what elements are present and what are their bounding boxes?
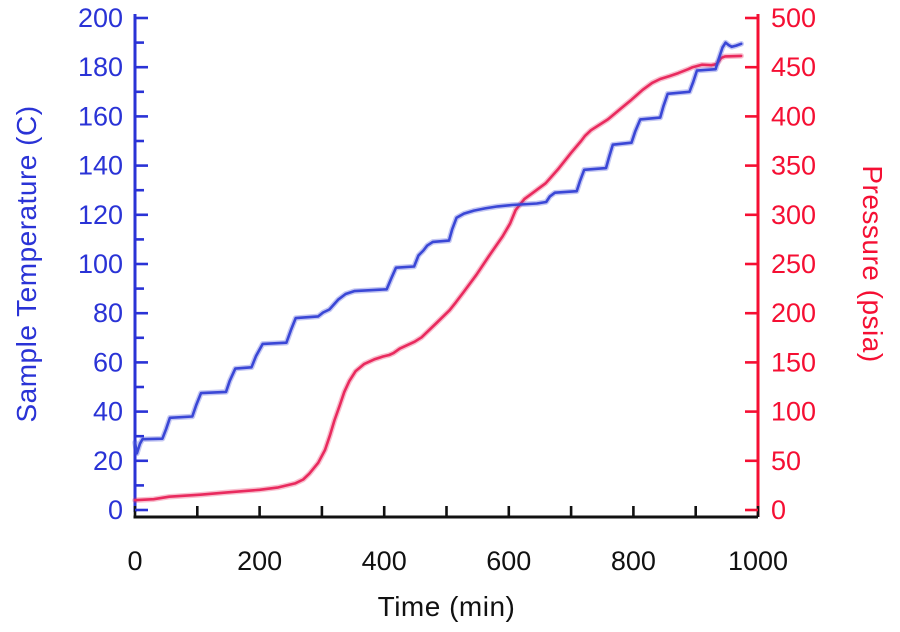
- right-y-tick-label: 0: [771, 495, 786, 525]
- x-tick-label: 0: [127, 546, 142, 576]
- x-tick-label: 600: [486, 546, 531, 576]
- sample-temperature-curve: [133, 41, 743, 455]
- left-axis-title: Sample Temperature (C): [11, 105, 42, 423]
- left-y-tick-label: 40: [93, 397, 123, 427]
- right-y-tick-label: 500: [771, 3, 816, 33]
- right-y-tick-label: 450: [771, 52, 816, 82]
- pressure-curve-halo: [132, 53, 744, 503]
- x-tick-label: 200: [237, 546, 282, 576]
- left-y-tick-label: 80: [93, 298, 123, 328]
- left-y-tick-label: 60: [93, 347, 123, 377]
- right-y-tick-label: 400: [771, 101, 816, 131]
- x-tick-label: 1000: [728, 546, 788, 576]
- x-axis-title: Time (min): [377, 591, 516, 622]
- left-y-tick-label: 120: [78, 200, 123, 230]
- left-y-tick-label: 20: [93, 446, 123, 476]
- pressure-curve: [133, 54, 743, 502]
- right-y-tick-label: 350: [771, 151, 816, 181]
- left-y-tick-label: 0: [108, 495, 123, 525]
- left-y-tick-label: 200: [78, 3, 123, 33]
- left-y-tick-label: 180: [78, 52, 123, 82]
- right-y-tick-label: 250: [771, 249, 816, 279]
- right-y-tick-label: 150: [771, 347, 816, 377]
- right-y-tick-label: 50: [771, 446, 801, 476]
- x-tick-label: 400: [362, 546, 407, 576]
- left-y-tick-label: 160: [78, 101, 123, 131]
- right-y-tick-label: 300: [771, 200, 816, 230]
- right-y-tick-label: 100: [771, 397, 816, 427]
- right-y-tick-label: 200: [771, 298, 816, 328]
- x-tick-label: 800: [611, 546, 656, 576]
- left-y-tick-label: 140: [78, 151, 123, 181]
- right-axis-title: Pressure (psia): [857, 165, 888, 363]
- left-y-tick-label: 100: [78, 249, 123, 279]
